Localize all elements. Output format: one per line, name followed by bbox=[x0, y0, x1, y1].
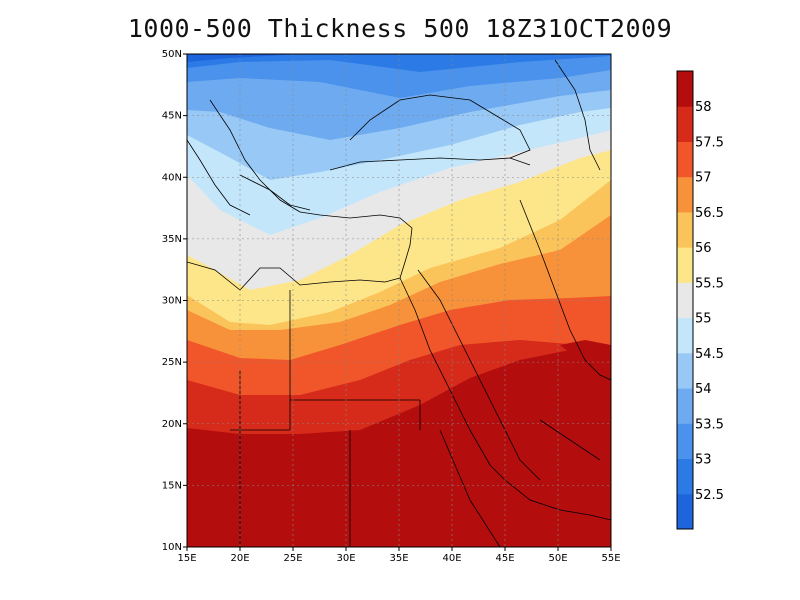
x-tick-label: 40E bbox=[442, 553, 461, 564]
colorbar-segment bbox=[677, 176, 693, 213]
colorbar-frame bbox=[676, 70, 694, 530]
colorbar-label: 56.5 bbox=[695, 206, 724, 221]
coastline-13 bbox=[504, 479, 611, 521]
colorbar-segment bbox=[677, 106, 693, 142]
colorbar-segment bbox=[677, 71, 693, 107]
contour-band-patch bbox=[560, 340, 611, 365]
coastline-1 bbox=[399, 227, 413, 279]
coastline-10 bbox=[539, 249, 611, 381]
coastline-21 bbox=[539, 419, 601, 461]
colorbar-segment bbox=[677, 388, 693, 424]
coastline-4 bbox=[349, 94, 531, 159]
colorbar-segment bbox=[677, 493, 693, 530]
map-plot-area bbox=[187, 54, 611, 547]
colorbar-segment bbox=[677, 282, 693, 319]
coastline-7 bbox=[187, 139, 251, 216]
colorbar-label: 53 bbox=[695, 453, 712, 468]
colorbar-label: 58 bbox=[695, 100, 712, 115]
colorbar-segment bbox=[677, 458, 693, 495]
x-tick-label: 55E bbox=[601, 553, 620, 564]
contour-band-1 bbox=[187, 54, 611, 72]
latitude-ticks: 10N 15N 20N 25N 30N 35N 40N 45N 50N bbox=[162, 49, 187, 553]
longitude-ticks: 15E 20E 25E 30E 35E 40E 45E 50E 55E bbox=[177, 547, 621, 564]
y-tick-label: 50N bbox=[162, 49, 182, 60]
colorbar-label: 57 bbox=[695, 171, 712, 186]
y-tick-label: 30N bbox=[162, 296, 182, 307]
coastline-20 bbox=[439, 429, 501, 547]
colorbar-segment bbox=[677, 352, 693, 389]
colorbar-label: 55.5 bbox=[695, 276, 724, 291]
colorbar-label: 52.5 bbox=[695, 488, 724, 503]
y-tick-label: 40N bbox=[162, 172, 182, 183]
x-tick-label: 20E bbox=[230, 553, 249, 564]
colorbar-label: 57.5 bbox=[695, 135, 724, 150]
x-tick-label: 45E bbox=[495, 553, 514, 564]
colorbar: 52.5 53 53.5 54 54.5 55 55.5 56 56.5 57 57.5 58 bbox=[676, 70, 724, 530]
x-tick-label: 35E bbox=[389, 553, 408, 564]
y-tick-label: 15N bbox=[162, 480, 182, 491]
coastline-12 bbox=[554, 59, 601, 171]
colorbar-label: 56 bbox=[695, 241, 712, 256]
coastline-11 bbox=[519, 199, 541, 251]
y-tick-label: 20N bbox=[162, 419, 182, 430]
y-tick-label: 45N bbox=[162, 111, 182, 122]
map-title: 1000-500 Thickness 500 18Z31OCT2009 bbox=[127, 14, 673, 43]
x-tick-label: 15E bbox=[177, 553, 196, 564]
colorbar-label: 53.5 bbox=[695, 417, 724, 432]
coastline-6 bbox=[239, 174, 311, 211]
y-tick-label: 25N bbox=[162, 357, 182, 368]
colorbar-label: 54.5 bbox=[695, 347, 724, 362]
x-tick-label: 30E bbox=[336, 553, 355, 564]
lat-lon-grid bbox=[187, 54, 611, 547]
x-tick-label: 25E bbox=[283, 553, 302, 564]
coastline-2 bbox=[299, 211, 413, 229]
colorbar-segment bbox=[677, 247, 693, 283]
colorbar-segment bbox=[677, 211, 693, 248]
colorbar-segment bbox=[677, 423, 693, 460]
contour-band-0 bbox=[187, 54, 611, 62]
colorbar-segment bbox=[677, 317, 693, 354]
y-tick-label: 35N bbox=[162, 234, 182, 245]
colorbar-label: 54 bbox=[695, 382, 712, 397]
coastline-0 bbox=[187, 261, 401, 291]
coastline-8 bbox=[399, 277, 506, 481]
colorbar-segment bbox=[677, 141, 693, 178]
coastline-9 bbox=[417, 269, 541, 481]
x-tick-label: 50E bbox=[548, 553, 567, 564]
colorbar-label: 55 bbox=[695, 312, 712, 327]
y-tick-label: 10N bbox=[162, 542, 182, 553]
coastlines bbox=[187, 59, 611, 547]
coastline-5 bbox=[209, 99, 301, 213]
